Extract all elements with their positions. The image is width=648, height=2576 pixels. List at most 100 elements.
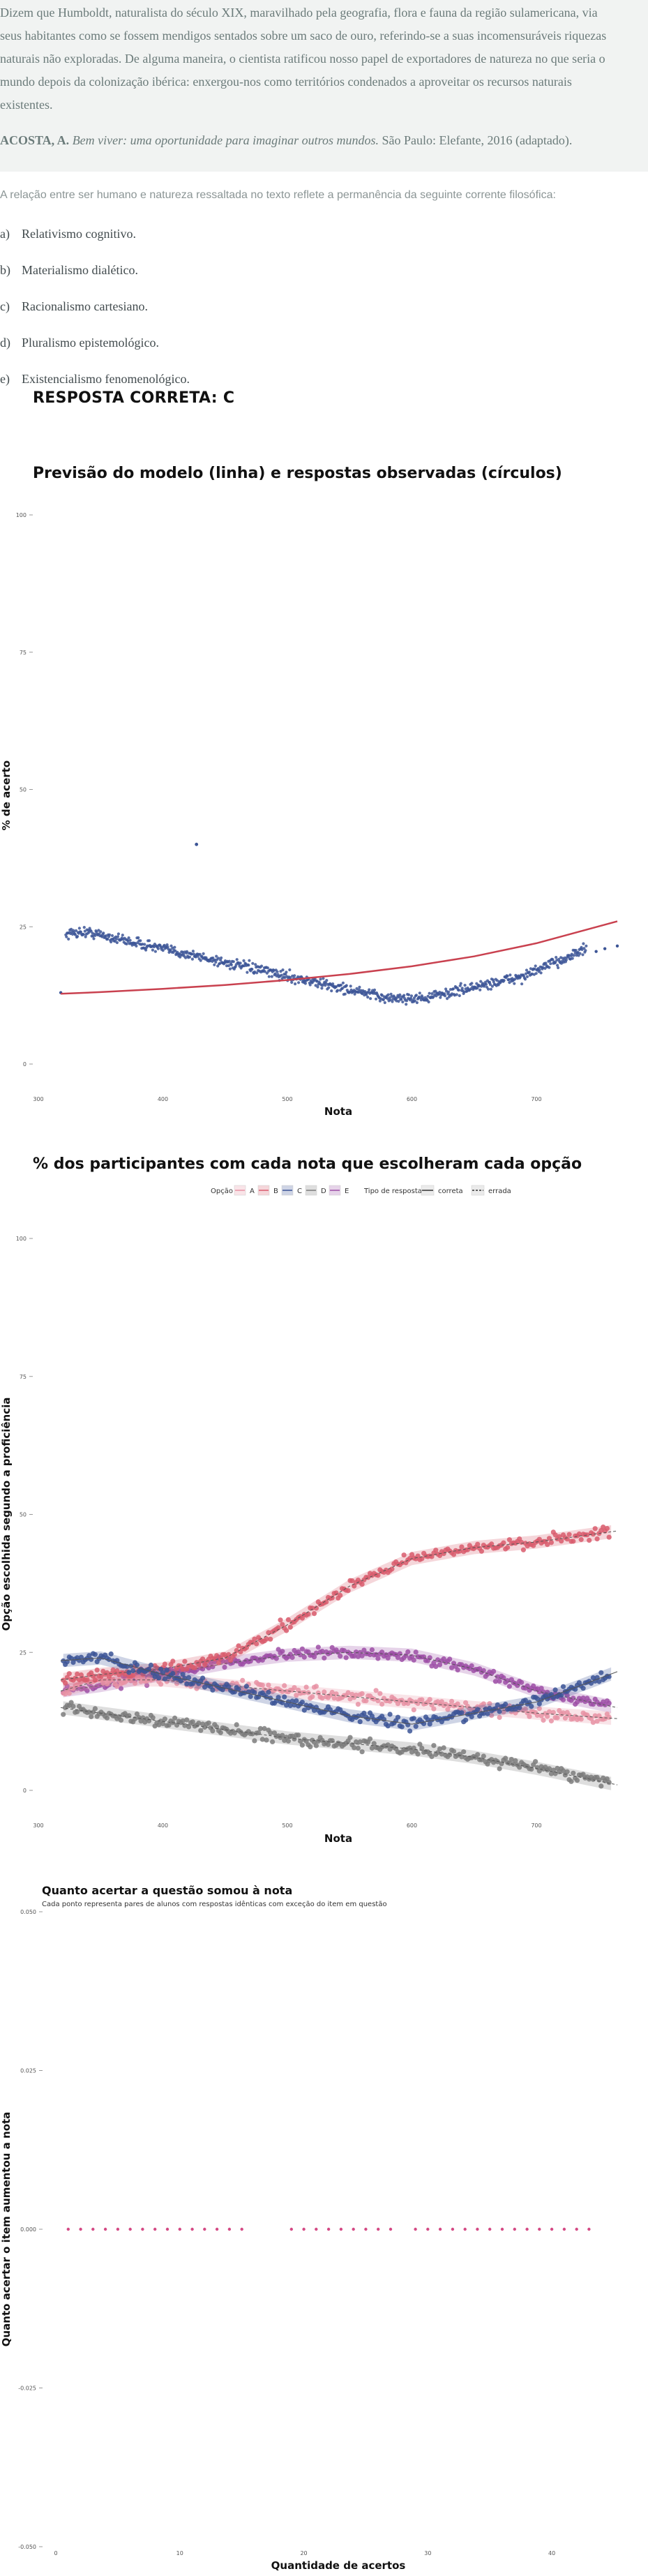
increment-point xyxy=(315,2227,318,2231)
x-tick-label: 500 xyxy=(282,1096,292,1102)
option-point xyxy=(313,1650,319,1656)
citation-title: Bem viver: uma oportunidade para imagina… xyxy=(72,133,379,147)
observed-point xyxy=(84,935,87,938)
x-tick-label: 600 xyxy=(407,1096,417,1102)
x-tick-label: 400 xyxy=(158,1096,168,1102)
observed-point xyxy=(213,963,216,966)
chart1-title: Previsão do modelo (linha) e respostas o… xyxy=(33,465,562,482)
option-point xyxy=(439,1699,444,1705)
observed-point xyxy=(135,944,138,948)
observed-point xyxy=(345,984,348,987)
option-point xyxy=(568,1779,574,1784)
option-point xyxy=(520,1547,527,1552)
chart3-title: Quanto acertar a questão somou à nota xyxy=(42,1884,293,1897)
x-axis-label: Nota xyxy=(324,1832,352,1845)
observed-point xyxy=(137,936,140,940)
option-point xyxy=(66,1691,72,1696)
observed-point xyxy=(169,944,173,948)
option-e[interactable]: e) Existencialismo fenomenológico. xyxy=(0,372,190,387)
option-point xyxy=(437,1746,443,1752)
option-point xyxy=(606,1714,612,1720)
option-point xyxy=(216,1660,222,1665)
observed-point xyxy=(463,984,467,987)
option-letter: e) xyxy=(0,372,10,386)
option-point xyxy=(552,1687,558,1693)
option-point xyxy=(557,1708,562,1714)
option-c[interactable]: c) Racionalismo cartesiano. xyxy=(0,299,148,314)
option-point xyxy=(451,1748,457,1754)
option-point xyxy=(359,1582,365,1587)
observed-point xyxy=(555,956,558,959)
observed-point xyxy=(314,984,317,987)
option-point xyxy=(303,1684,309,1690)
observed-point xyxy=(325,979,329,982)
option-point xyxy=(296,1732,301,1738)
option-point xyxy=(566,1532,572,1537)
x-tick-label: 400 xyxy=(158,1822,168,1829)
option-point xyxy=(252,1636,257,1642)
option-point xyxy=(479,1548,485,1554)
option-point xyxy=(310,1694,315,1700)
option-point xyxy=(447,1656,453,1662)
option-point xyxy=(299,1742,305,1748)
option-point xyxy=(353,1649,359,1655)
option-point xyxy=(172,1715,178,1721)
option-point xyxy=(437,1552,443,1559)
option-point xyxy=(301,1654,307,1660)
observed-point xyxy=(418,991,421,995)
option-point xyxy=(92,1677,98,1683)
y-axis-label: % de acerto xyxy=(0,761,13,830)
observed-point xyxy=(479,980,483,983)
observed-point xyxy=(74,929,78,932)
option-point xyxy=(156,1675,162,1681)
observed-point xyxy=(294,982,297,986)
option-point xyxy=(336,1649,341,1655)
observed-point xyxy=(556,964,559,967)
option-point xyxy=(359,1749,365,1755)
option-point xyxy=(61,1712,66,1717)
observed-point xyxy=(525,975,529,978)
option-point xyxy=(501,1675,506,1681)
option-line xyxy=(61,1652,618,1708)
observed-point xyxy=(557,966,560,970)
option-point xyxy=(566,1712,572,1718)
observed-point xyxy=(280,973,283,977)
option-point xyxy=(132,1680,138,1686)
increment-point xyxy=(352,2227,355,2231)
observed-point xyxy=(184,956,188,959)
option-b[interactable]: b) Materialismo dialético. xyxy=(0,263,138,278)
option-point xyxy=(377,1691,383,1696)
option-point xyxy=(517,1765,522,1770)
observed-point xyxy=(190,952,193,956)
quote-line: seus habitantes como se fossem mendigos … xyxy=(0,29,607,43)
observed-point xyxy=(215,954,218,958)
option-point xyxy=(371,1696,377,1702)
chart2-plot: 0 25 50 75 100 300 400 500 600 700 Nota Opção escol… xyxy=(0,1185,618,1845)
quote-box: Dizem que Humboldt, naturalista do sécul… xyxy=(0,0,648,172)
observed-point xyxy=(397,1000,400,1003)
option-point xyxy=(419,1697,425,1702)
option-point xyxy=(196,1662,202,1668)
observed-point xyxy=(594,950,598,953)
option-d[interactable]: d) Pluralismo epistemológico. xyxy=(0,336,159,350)
option-a[interactable]: a) Relativismo cognitivo. xyxy=(0,227,136,241)
option-point xyxy=(557,1534,562,1539)
option-point xyxy=(162,1676,167,1682)
option-point xyxy=(240,1677,246,1683)
option-point xyxy=(548,1718,555,1724)
observed-point xyxy=(455,993,458,996)
observed-point xyxy=(156,947,160,950)
option-point xyxy=(338,1654,343,1659)
option-point xyxy=(264,1737,269,1743)
observed-point xyxy=(543,966,547,970)
observed-point xyxy=(174,949,177,952)
x-tick-label: 300 xyxy=(33,1096,43,1102)
option-point xyxy=(243,1684,249,1689)
option-point xyxy=(431,1706,437,1712)
observed-point xyxy=(82,926,86,929)
option-point xyxy=(580,1686,586,1691)
option-point xyxy=(546,1709,552,1714)
x-tick-label: 0 xyxy=(54,2550,57,2556)
option-point xyxy=(232,1730,237,1736)
legend-label-type: correta xyxy=(438,1188,463,1195)
